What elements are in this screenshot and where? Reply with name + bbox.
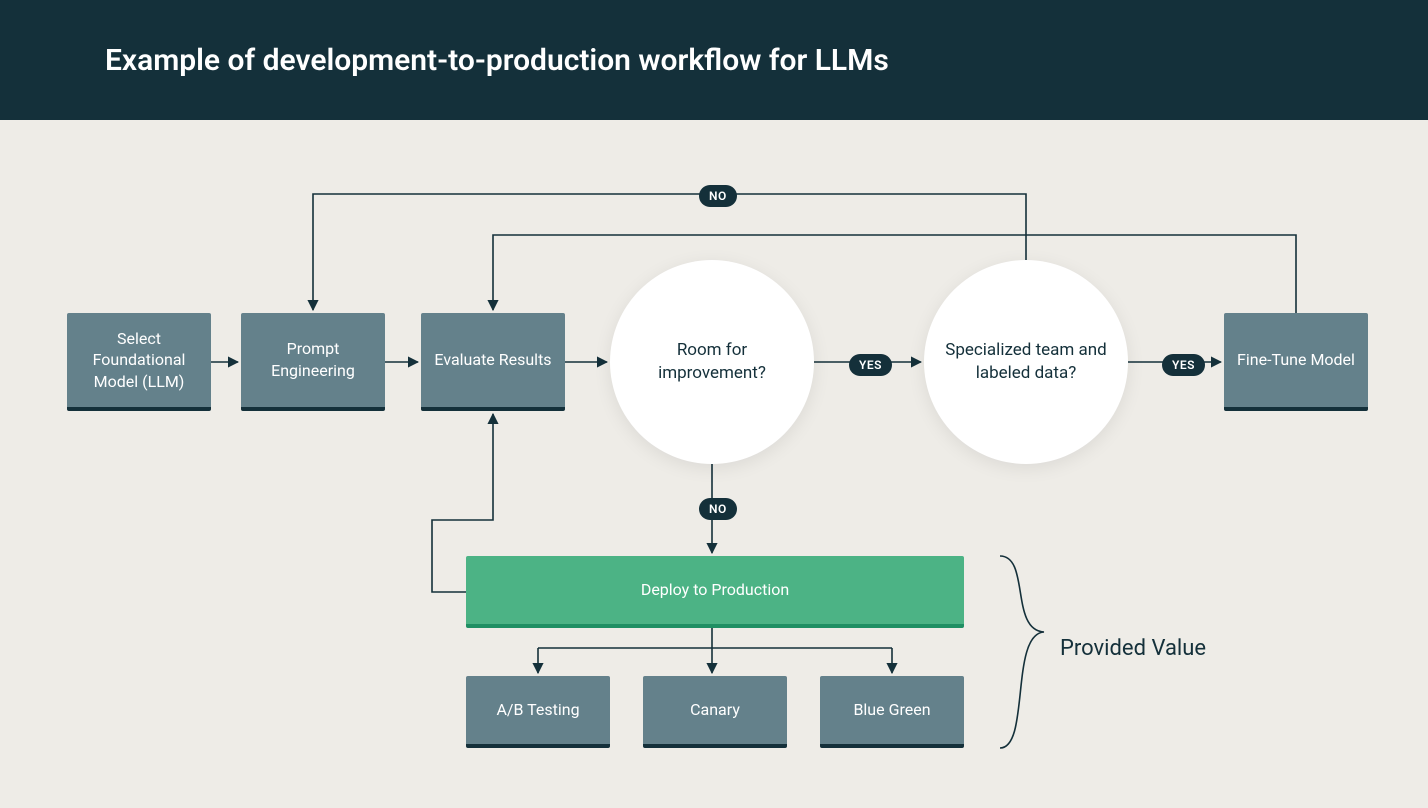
pill-no-bottom: NO xyxy=(699,498,737,520)
node-label: Prompt Engineering xyxy=(249,338,377,381)
node-select-foundational-model: Select Foundational Model (LLM) xyxy=(67,313,211,411)
pill-label: NO xyxy=(709,189,727,203)
header: Example of development-to-production wor… xyxy=(0,0,1428,120)
node-canary: Canary xyxy=(643,676,787,748)
page-title: Example of development-to-production wor… xyxy=(105,43,889,78)
pill-no-top: NO xyxy=(699,185,737,207)
pill-yes-mid: YES xyxy=(849,354,892,376)
node-fine-tune-model: Fine-Tune Model xyxy=(1224,313,1368,411)
annotation-label: Provided Value xyxy=(1060,636,1206,661)
node-label: Blue Green xyxy=(853,699,930,721)
node-ab-testing: A/B Testing xyxy=(466,676,610,748)
node-prompt-engineering: Prompt Engineering xyxy=(241,313,385,411)
node-evaluate-results: Evaluate Results xyxy=(421,313,565,411)
node-label: Specialized team and labeled data? xyxy=(944,339,1108,385)
pill-label: YES xyxy=(1172,358,1195,372)
decision-room-for-improvement: Room for improvement? xyxy=(610,260,814,464)
node-label: Canary xyxy=(690,699,740,721)
node-label: Deploy to Production xyxy=(641,579,789,601)
diagram-canvas: Select Foundational Model (LLM) Prompt E… xyxy=(0,120,1428,808)
node-label: Evaluate Results xyxy=(434,349,551,371)
pill-label: YES xyxy=(859,358,882,372)
pill-label: NO xyxy=(709,502,727,516)
node-label: A/B Testing xyxy=(496,699,579,721)
decision-specialized-team: Specialized team and labeled data? xyxy=(924,260,1128,464)
node-blue-green: Blue Green xyxy=(820,676,964,748)
pill-yes-right: YES xyxy=(1162,354,1205,376)
node-deploy-to-production: Deploy to Production xyxy=(466,556,964,628)
node-label: Select Foundational Model (LLM) xyxy=(75,328,203,393)
node-label: Room for improvement? xyxy=(630,339,794,385)
node-label: Fine-Tune Model xyxy=(1237,349,1355,371)
annotation-provided-value: Provided Value xyxy=(1060,636,1206,661)
